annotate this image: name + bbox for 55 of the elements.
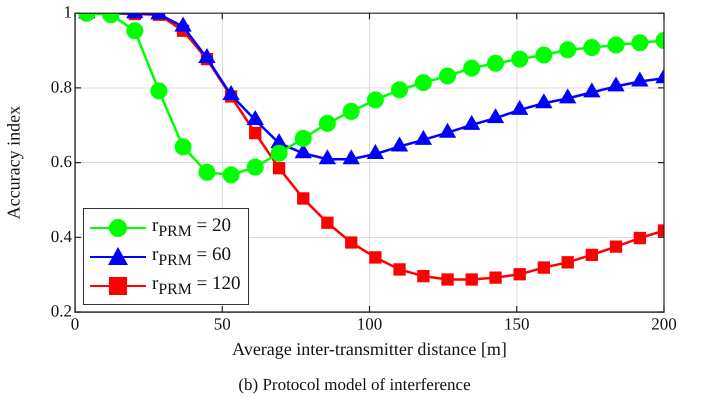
point [559, 41, 576, 58]
point [345, 236, 358, 249]
y-tick-label: 0.4 [50, 226, 72, 246]
x-axis-title: Average inter-transmitter distance [m] [232, 338, 507, 359]
point [631, 34, 648, 52]
y-tick-label: 0.6 [50, 152, 72, 172]
point [466, 273, 478, 286]
point [441, 273, 454, 286]
point [607, 36, 624, 54]
y-tick-label: 1 [64, 2, 72, 22]
point [150, 82, 168, 100]
point [294, 130, 312, 147]
point [487, 54, 504, 72]
point [198, 164, 216, 181]
point [297, 192, 310, 205]
y-axis-title: Accuracy index [4, 106, 24, 220]
y-tick-label: 0.2 [50, 301, 72, 320]
point [222, 166, 240, 184]
point [272, 162, 286, 174]
point [586, 248, 598, 262]
point [417, 270, 430, 282]
point [270, 144, 288, 162]
x-tick-label: 50 [214, 314, 231, 334]
point [414, 74, 432, 92]
point [514, 268, 526, 280]
point [634, 232, 646, 244]
point [535, 46, 552, 64]
point [583, 39, 600, 56]
point [562, 256, 574, 268]
point [369, 251, 382, 264]
point [342, 102, 360, 120]
x-tick-label: 0 [70, 314, 80, 334]
point [610, 240, 622, 253]
point [126, 22, 144, 40]
point [439, 67, 456, 84]
point [246, 158, 264, 176]
legend-label: r$_{PRM}$ = 120 [152, 272, 240, 298]
x-tick-label: 200 [651, 314, 677, 334]
legend-label: r$_{PRM}$ = 60 [152, 244, 231, 270]
point [174, 138, 192, 156]
y-tick-label: 0.8 [50, 77, 72, 96]
x-tick-label: 100 [356, 314, 382, 334]
x-tick-label: 150 [504, 314, 530, 334]
point [318, 114, 336, 132]
point [249, 126, 262, 140]
point [321, 216, 334, 229]
point [391, 81, 408, 98]
point [489, 271, 502, 284]
text: (b) Protocol model of interference [237, 375, 472, 395]
point [511, 50, 528, 68]
point [538, 261, 550, 274]
point [366, 91, 384, 108]
legend-label: r$_{PRM}$ = 20 [152, 214, 231, 240]
point [393, 263, 406, 276]
point [463, 60, 480, 77]
